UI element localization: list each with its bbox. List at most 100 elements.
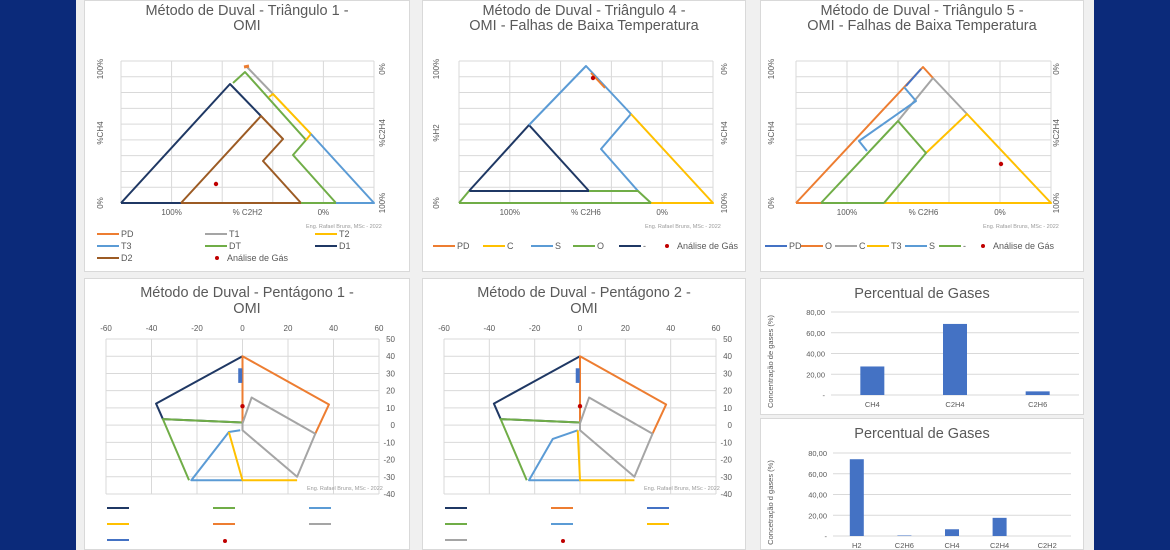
x-tick-label: CH4 xyxy=(944,541,959,550)
y-tick-label: 20 xyxy=(386,387,395,396)
legend-item: T3 xyxy=(867,241,902,251)
line-marker-icon xyxy=(309,523,331,525)
author-credit: Eng. Rafael Bruns, MSc - 2022 xyxy=(307,486,383,492)
zone-boundary-line xyxy=(180,115,302,204)
bar-c2h4 xyxy=(992,517,1007,536)
axis-label: 100% xyxy=(837,208,857,217)
line-marker-icon xyxy=(315,245,337,247)
axis-label: 0% xyxy=(1052,63,1061,75)
line-marker-icon xyxy=(939,245,961,247)
x-tick-label: 60 xyxy=(712,324,721,333)
chart-title-line2: OMI - Falhas de Baixa Temperatura xyxy=(807,18,1037,34)
pentagon-1-panel: Método de Duval - Pentágono 1 - OMI -60-… xyxy=(84,278,410,550)
line-marker-icon xyxy=(867,245,889,247)
zone-boundary-line xyxy=(528,65,639,192)
x-tick-label: CH4 xyxy=(865,400,880,409)
y-tick-label: 40,00 xyxy=(808,491,827,500)
y-tick-label: 30 xyxy=(386,369,395,378)
line-marker-icon xyxy=(107,507,129,509)
line-marker-icon xyxy=(647,507,669,509)
line-marker-icon xyxy=(213,507,235,509)
zone-boundary-line xyxy=(268,93,312,141)
zone-boundary-line xyxy=(458,190,470,204)
legend-label: C xyxy=(507,241,514,251)
zone-boundary-line xyxy=(590,72,606,89)
author-credit: Eng. Rafael Bruns, MSc - 2022 xyxy=(644,486,720,492)
x-tick-label: 20 xyxy=(284,324,293,333)
zone-boundary-line xyxy=(310,133,375,204)
y-tick-label: 60,00 xyxy=(808,470,827,479)
zone-boundary-line xyxy=(232,71,337,204)
line-marker-icon xyxy=(765,245,787,247)
x-tick-label: 60 xyxy=(375,324,384,333)
axis-label: 100% xyxy=(720,193,729,213)
zone-t2-line xyxy=(190,429,243,482)
gases-bar-chart-2: Percentual de Gases 80,00 60,00 40,00 20,00… xyxy=(760,418,1084,550)
zone-boundary-line xyxy=(905,68,922,87)
chart-title: Percentual de Gases xyxy=(854,426,990,442)
author-credit: Eng. Rafael Bruns, MSc - 2022 xyxy=(645,224,721,230)
chart-title: Método de Duval - Pentágono 2 - xyxy=(477,285,691,301)
legend-item xyxy=(213,507,237,509)
zone-boundary-line xyxy=(120,83,262,204)
bar-h2 xyxy=(849,459,864,536)
zone-boundary-line xyxy=(858,86,917,152)
legend-label: D1 xyxy=(339,241,351,251)
axis-label: %CH4 xyxy=(767,121,776,145)
legend-label: T1 xyxy=(229,229,240,239)
y-axis-label: Concetração d gases (%) xyxy=(766,460,775,545)
y-tick-label: - xyxy=(823,391,826,400)
axis-label: 0% xyxy=(656,208,668,217)
zone-boundary-line xyxy=(795,66,934,204)
axis-label: %CH4 xyxy=(96,121,105,145)
zone-t3-line xyxy=(227,431,298,482)
zone-s-line xyxy=(492,355,581,424)
zone-boundary-line xyxy=(820,120,927,204)
legend-item: C xyxy=(483,241,514,251)
zone-d2-line xyxy=(579,396,654,478)
author-credit: Eng. Rafael Bruns, MSc - 2022 xyxy=(983,224,1059,230)
y-tick-label: -40 xyxy=(720,490,732,499)
x-tick-label: -60 xyxy=(438,324,450,333)
x-tick-label: C2H4 xyxy=(990,541,1009,550)
line-marker-icon xyxy=(905,245,927,247)
triangle-5-plot: 100% %CH4 0% 0% %C2H4 100% 100% % C2H6 0% xyxy=(767,59,1061,217)
legend-item: DT xyxy=(205,241,241,251)
y-tick-label: -10 xyxy=(720,438,732,447)
line-marker-icon xyxy=(551,507,573,509)
y-tick-label: -40 xyxy=(383,490,395,499)
legend-item xyxy=(213,539,235,543)
legend-item: Análise de Gás xyxy=(205,253,288,263)
axis-label: 0% xyxy=(96,197,105,209)
axis-label: 0% xyxy=(318,208,330,217)
triangle-1-plot: 100% %CH4 0% 0% %C2H4 100% 100% % C2H2 0% xyxy=(96,59,387,217)
y-tick-label: 30 xyxy=(723,369,732,378)
zone-t3-h-line xyxy=(576,430,635,482)
legend-label: DT xyxy=(229,241,241,251)
y-tick-label: -30 xyxy=(383,473,395,482)
pentagon-2-panel: Método de Duval - Pentágono 2 - OMI -60-… xyxy=(422,278,746,550)
x-tick-label: -60 xyxy=(100,324,112,333)
axis-label: 0% xyxy=(767,197,776,209)
axis-label: 0% xyxy=(378,63,387,75)
line-marker-icon xyxy=(483,245,505,247)
zone-boundary-line xyxy=(243,64,250,69)
bar-c2h6 xyxy=(1025,391,1050,395)
axis-label: 100% xyxy=(500,208,520,217)
legend-item: T1 xyxy=(205,229,240,239)
y-tick-label: 50 xyxy=(723,335,732,344)
axis-label: 100% xyxy=(96,59,105,79)
legend-label: Análise de Gás xyxy=(677,241,739,251)
y-tick-label: 20 xyxy=(723,387,732,396)
line-marker-icon xyxy=(107,539,129,541)
legend-label: C xyxy=(859,241,866,251)
chart-title: Método de Duval - Pentágono 1 - xyxy=(140,285,354,301)
legend-item: O xyxy=(801,241,832,251)
x-tick-label: 0 xyxy=(240,324,245,333)
triangle-5-panel: Método de Duval - Triângulo 5 - OMI - Fa… xyxy=(760,0,1084,272)
legend-item xyxy=(107,539,131,541)
legend-item: T2 xyxy=(315,229,350,239)
y-tick-label: 10 xyxy=(723,404,732,413)
